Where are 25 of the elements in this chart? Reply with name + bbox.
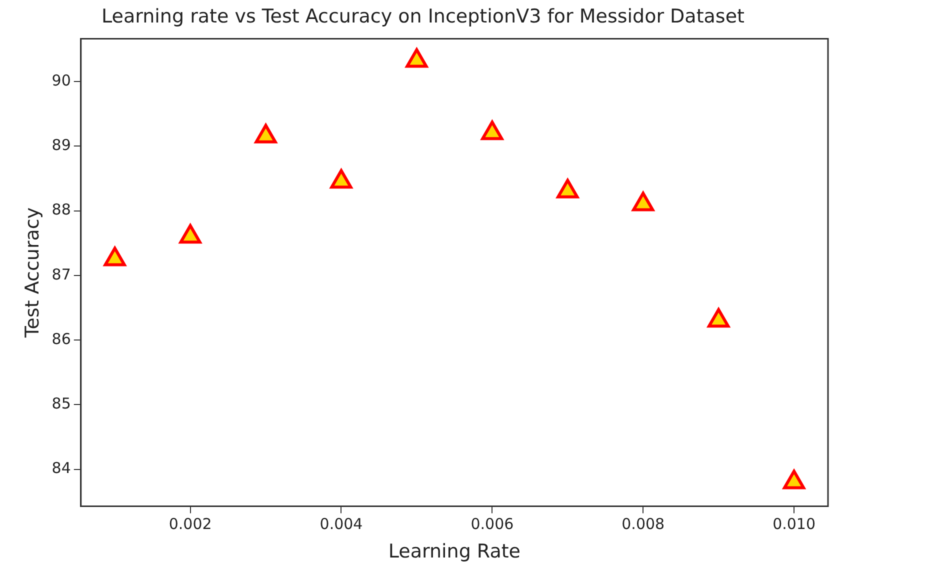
- point: [783, 470, 806, 490]
- y-tick-label: 87: [52, 265, 71, 284]
- y-tick-label: 88: [52, 200, 71, 219]
- point: [330, 169, 352, 189]
- x-tick-label: 0.006: [470, 515, 514, 534]
- point: [406, 48, 428, 68]
- y-tick-label: 90: [52, 71, 71, 90]
- point: [556, 178, 579, 198]
- y-tick-label: 85: [52, 394, 71, 413]
- x-axis-title: Learning Rate: [388, 540, 520, 563]
- y-tick-label: 86: [52, 330, 71, 348]
- point: [179, 224, 202, 244]
- x-tick-label: 0.010: [772, 515, 816, 534]
- y-tick-label: 84: [52, 459, 71, 478]
- point: [104, 246, 126, 266]
- point: [708, 308, 730, 328]
- y-tick-label: 89: [52, 136, 71, 154]
- point: [632, 192, 654, 212]
- x-tick-label: 0.008: [622, 515, 665, 534]
- chart-title: Learning rate vs Test Accuracy on InceptionV3 for Messidor Dataset: [102, 5, 744, 28]
- point: [254, 124, 277, 144]
- y-axis-title: Test Accuracy: [21, 207, 44, 339]
- x-tick-label: 0.002: [168, 515, 212, 534]
- point: [481, 120, 504, 140]
- x-tick-label: 0.004: [320, 515, 363, 534]
